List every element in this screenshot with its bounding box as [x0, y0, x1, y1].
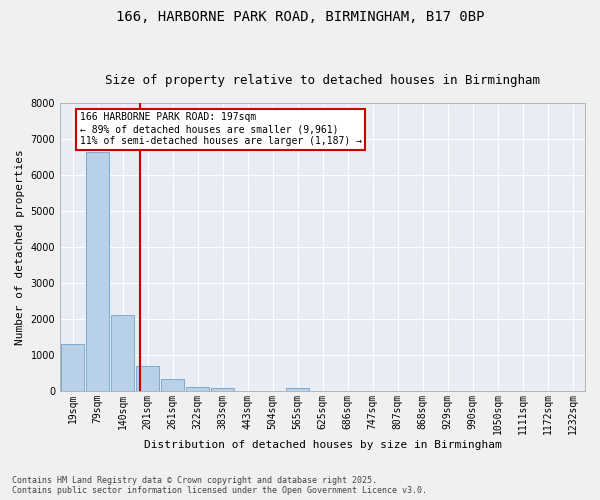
Bar: [286, 388, 310, 390]
Bar: [110, 315, 134, 390]
Bar: [161, 380, 184, 390]
Bar: [86, 152, 109, 390]
Bar: [185, 386, 209, 390]
Text: 166, HARBORNE PARK ROAD, BIRMINGHAM, B17 0BP: 166, HARBORNE PARK ROAD, BIRMINGHAM, B17…: [116, 10, 484, 24]
Title: Size of property relative to detached houses in Birmingham: Size of property relative to detached ho…: [105, 74, 540, 87]
Text: 166 HARBORNE PARK ROAD: 197sqm
← 89% of detached houses are smaller (9,961)
11% : 166 HARBORNE PARK ROAD: 197sqm ← 89% of …: [80, 112, 362, 146]
X-axis label: Distribution of detached houses by size in Birmingham: Distribution of detached houses by size …: [143, 440, 502, 450]
Y-axis label: Number of detached properties: Number of detached properties: [15, 149, 25, 345]
Text: Contains HM Land Registry data © Crown copyright and database right 2025.
Contai: Contains HM Land Registry data © Crown c…: [12, 476, 427, 495]
Bar: [136, 366, 160, 390]
Bar: [211, 388, 235, 390]
Bar: [61, 344, 85, 391]
